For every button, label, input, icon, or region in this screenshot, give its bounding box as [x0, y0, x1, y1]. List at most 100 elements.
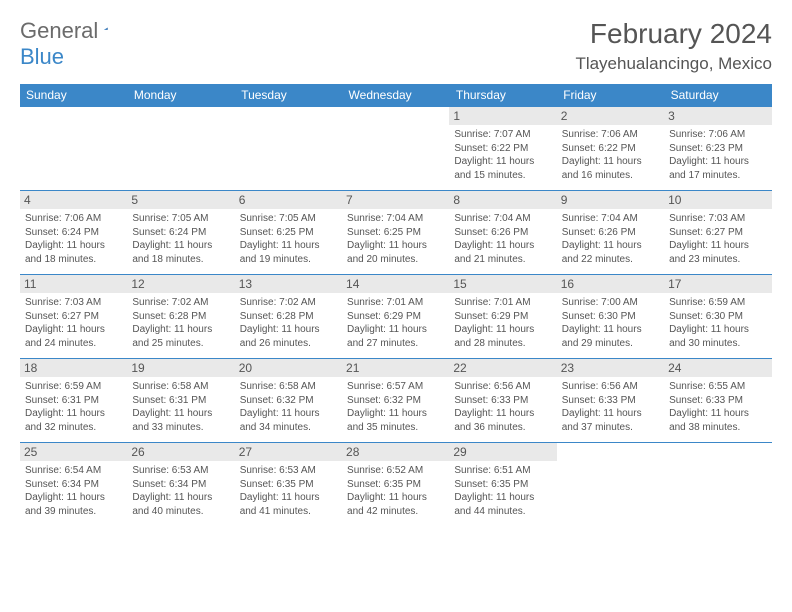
day1-line: Daylight: 11 hours — [454, 155, 551, 169]
sunrise-line: Sunrise: 7:02 AM — [240, 296, 337, 310]
day-cell: 29Sunrise: 6:51 AMSunset: 6:35 PMDayligh… — [449, 443, 556, 527]
sunrise-line: Sunrise: 7:06 AM — [669, 128, 766, 142]
week-row: 18Sunrise: 6:59 AMSunset: 6:31 PMDayligh… — [20, 359, 772, 443]
day2-line: and 38 minutes. — [669, 421, 766, 435]
sunset-line: Sunset: 6:26 PM — [454, 226, 551, 240]
day-number: 7 — [342, 191, 449, 209]
sunrise-line: Sunrise: 7:04 AM — [454, 212, 551, 226]
day-details: Sunrise: 7:05 AMSunset: 6:25 PMDaylight:… — [240, 212, 337, 266]
day-number: 17 — [664, 275, 771, 293]
day-number: 12 — [127, 275, 234, 293]
day-details: Sunrise: 7:06 AMSunset: 6:24 PMDaylight:… — [25, 212, 122, 266]
day-details: Sunrise: 6:51 AMSunset: 6:35 PMDaylight:… — [454, 464, 551, 518]
day2-line: and 36 minutes. — [454, 421, 551, 435]
sunset-line: Sunset: 6:27 PM — [25, 310, 122, 324]
day-details: Sunrise: 7:04 AMSunset: 6:25 PMDaylight:… — [347, 212, 444, 266]
sunset-line: Sunset: 6:27 PM — [669, 226, 766, 240]
day2-line: and 18 minutes. — [25, 253, 122, 267]
day-details: Sunrise: 7:05 AMSunset: 6:24 PMDaylight:… — [132, 212, 229, 266]
day1-line: Daylight: 11 hours — [669, 407, 766, 421]
day-cell: 24Sunrise: 6:55 AMSunset: 6:33 PMDayligh… — [664, 359, 771, 443]
day1-line: Daylight: 11 hours — [347, 323, 444, 337]
sunrise-line: Sunrise: 6:54 AM — [25, 464, 122, 478]
sunset-line: Sunset: 6:35 PM — [240, 478, 337, 492]
day1-line: Daylight: 11 hours — [669, 155, 766, 169]
sunset-line: Sunset: 6:35 PM — [347, 478, 444, 492]
day-details: Sunrise: 7:04 AMSunset: 6:26 PMDaylight:… — [454, 212, 551, 266]
sunset-line: Sunset: 6:35 PM — [454, 478, 551, 492]
sunrise-line: Sunrise: 6:57 AM — [347, 380, 444, 394]
sunset-line: Sunset: 6:29 PM — [347, 310, 444, 324]
sunset-line: Sunset: 6:23 PM — [669, 142, 766, 156]
day-details: Sunrise: 6:54 AMSunset: 6:34 PMDaylight:… — [25, 464, 122, 518]
day-cell: 4Sunrise: 7:06 AMSunset: 6:24 PMDaylight… — [20, 191, 127, 275]
day-number: 8 — [449, 191, 556, 209]
sunset-line: Sunset: 6:32 PM — [347, 394, 444, 408]
sunset-line: Sunset: 6:34 PM — [132, 478, 229, 492]
sunrise-line: Sunrise: 7:06 AM — [25, 212, 122, 226]
day-cell: 21Sunrise: 6:57 AMSunset: 6:32 PMDayligh… — [342, 359, 449, 443]
day1-line: Daylight: 11 hours — [25, 491, 122, 505]
day-details: Sunrise: 7:01 AMSunset: 6:29 PMDaylight:… — [347, 296, 444, 350]
day-details: Sunrise: 6:58 AMSunset: 6:32 PMDaylight:… — [240, 380, 337, 434]
day-number: 15 — [449, 275, 556, 293]
sunrise-line: Sunrise: 6:53 AM — [132, 464, 229, 478]
day-cell: 2 Sunrise: 7:06 AMSunset: 6:22 PMDaylight… — [557, 107, 664, 191]
day-number: 24 — [664, 359, 771, 377]
sunrise-line: Sunrise: 6:52 AM — [347, 464, 444, 478]
day2-line: and 30 minutes. — [669, 337, 766, 351]
day-cell: 11Sunrise: 7:03 AMSunset: 6:27 PMDayligh… — [20, 275, 127, 359]
day-number: 27 — [235, 443, 342, 461]
day-details: Sunrise: 7:06 AMSunset: 6:22 PMDaylight:… — [562, 128, 659, 182]
day-number: 3 — [664, 107, 771, 125]
title-block: February 2024 Tlayehualancingo, Mexico — [575, 18, 772, 74]
day2-line: and 25 minutes. — [132, 337, 229, 351]
sunrise-line: Sunrise: 7:05 AM — [132, 212, 229, 226]
day2-line: and 44 minutes. — [454, 505, 551, 519]
day-cell — [20, 107, 127, 191]
day-cell: 26Sunrise: 6:53 AMSunset: 6:34 PMDayligh… — [127, 443, 234, 527]
day2-line: and 16 minutes. — [562, 169, 659, 183]
day2-line: and 23 minutes. — [669, 253, 766, 267]
page-header: General February 2024 Tlayehualancingo, … — [20, 18, 772, 74]
day1-line: Daylight: 11 hours — [562, 155, 659, 169]
day-header: Thursday — [449, 84, 556, 107]
sunset-line: Sunset: 6:22 PM — [562, 142, 659, 156]
day-details: Sunrise: 7:02 AMSunset: 6:28 PMDaylight:… — [132, 296, 229, 350]
day1-line: Daylight: 11 hours — [132, 239, 229, 253]
day-details: Sunrise: 6:56 AMSunset: 6:33 PMDaylight:… — [454, 380, 551, 434]
day-number: 16 — [557, 275, 664, 293]
sunset-line: Sunset: 6:24 PM — [25, 226, 122, 240]
day-cell: 27Sunrise: 6:53 AMSunset: 6:35 PMDayligh… — [235, 443, 342, 527]
logo-text-general: General — [20, 18, 98, 44]
day-number: 25 — [20, 443, 127, 461]
day2-line: and 17 minutes. — [669, 169, 766, 183]
sunset-line: Sunset: 6:31 PM — [132, 394, 229, 408]
sunrise-line: Sunrise: 7:03 AM — [25, 296, 122, 310]
week-row: 1Sunrise: 7:07 AMSunset: 6:22 PMDaylight… — [20, 107, 772, 191]
sunset-line: Sunset: 6:26 PM — [562, 226, 659, 240]
sunset-line: Sunset: 6:25 PM — [240, 226, 337, 240]
sunset-line: Sunset: 6:33 PM — [562, 394, 659, 408]
day-number: 2 — [557, 107, 664, 125]
sunrise-line: Sunrise: 6:55 AM — [669, 380, 766, 394]
day1-line: Daylight: 11 hours — [347, 239, 444, 253]
day-header: Saturday — [664, 84, 771, 107]
day-cell — [664, 443, 771, 527]
day2-line: and 41 minutes. — [240, 505, 337, 519]
day-number: 1 — [449, 107, 556, 125]
day-header: Wednesday — [342, 84, 449, 107]
sunset-line: Sunset: 6:33 PM — [454, 394, 551, 408]
sunset-line: Sunset: 6:22 PM — [454, 142, 551, 156]
sunset-line: Sunset: 6:34 PM — [25, 478, 122, 492]
day2-line: and 19 minutes. — [240, 253, 337, 267]
sunrise-line: Sunrise: 6:56 AM — [562, 380, 659, 394]
day-details: Sunrise: 6:57 AMSunset: 6:32 PMDaylight:… — [347, 380, 444, 434]
day-number: 28 — [342, 443, 449, 461]
day-details: Sunrise: 7:06 AMSunset: 6:23 PMDaylight:… — [669, 128, 766, 182]
day-details: Sunrise: 7:01 AMSunset: 6:29 PMDaylight:… — [454, 296, 551, 350]
day-details: Sunrise: 7:02 AMSunset: 6:28 PMDaylight:… — [240, 296, 337, 350]
day2-line: and 26 minutes. — [240, 337, 337, 351]
sunrise-line: Sunrise: 7:01 AM — [347, 296, 444, 310]
day1-line: Daylight: 11 hours — [132, 491, 229, 505]
